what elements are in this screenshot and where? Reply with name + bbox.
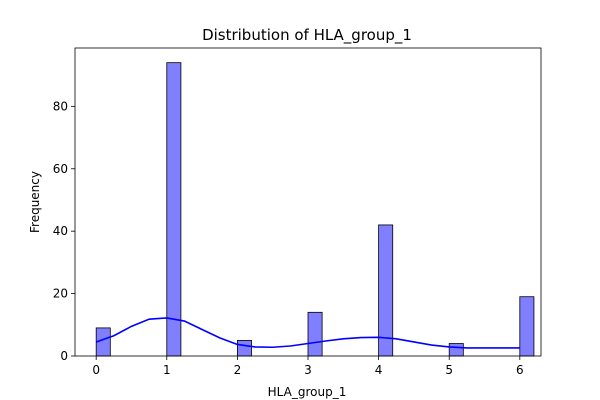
y-tick-label: 60 (53, 162, 68, 176)
histogram-bars (95, 62, 535, 357)
x-axis-label: HLA_group_1 (268, 385, 347, 399)
x-tick-label: 3 (304, 363, 312, 377)
x-tick-label: 4 (375, 363, 383, 377)
y-axis: 0 20 40 60 80 (53, 99, 75, 363)
plot-frame (74, 47, 542, 357)
histogram-bar-3 (307, 311, 323, 357)
histogram-bar-1 (166, 62, 182, 357)
y-tick-label: 80 (53, 99, 68, 113)
kde-curve (95, 317, 520, 349)
chart-title: Distribution of HLA_group_1 (202, 26, 412, 45)
y-tick-label: 40 (53, 224, 68, 238)
x-tick-label: 2 (234, 363, 242, 377)
y-tick-label: 20 (53, 287, 68, 301)
histogram-bar-6 (519, 296, 535, 357)
y-tick-label: 0 (60, 349, 68, 363)
x-axis: 0 1 2 3 4 5 6 (92, 356, 524, 377)
histogram-bar-2 (236, 339, 252, 357)
histogram-bar-5 (448, 343, 464, 357)
x-tick-label: 0 (92, 363, 100, 377)
y-axis-label: Frequency (28, 171, 42, 233)
histogram-bar-4 (378, 224, 394, 357)
x-tick-label: 5 (445, 363, 453, 377)
x-tick-label: 6 (516, 363, 524, 377)
x-tick-label: 1 (163, 363, 171, 377)
